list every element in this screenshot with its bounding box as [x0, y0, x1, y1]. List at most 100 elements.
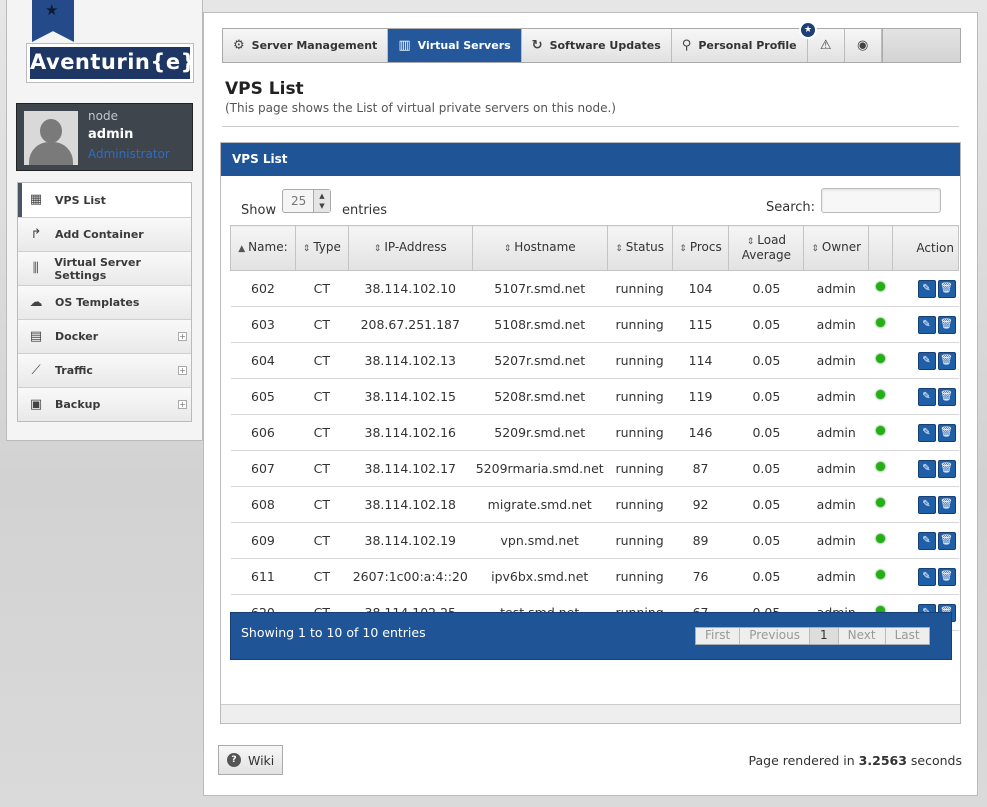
edit-button[interactable]: ✎ [917, 459, 936, 478]
archive-icon: ▣ [29, 396, 43, 412]
sidebar-item-add-container[interactable]: ↱ Add Container [18, 217, 191, 251]
status-running-icon [876, 462, 886, 471]
dashboard-icon: ▦ [29, 192, 43, 207]
render-prefix: Page rendered in [748, 753, 859, 768]
cell-procs: 92 [672, 486, 729, 523]
sidebar-item-backup[interactable]: ▣ Backup + [18, 387, 191, 421]
cell-procs: 76 [672, 558, 729, 595]
sidebar-item-os-templates[interactable]: ☁ OS Templates [18, 285, 191, 319]
delete-button[interactable]: 🗑 [937, 315, 956, 334]
cell-status: running [607, 342, 673, 379]
sidebar-item-docker[interactable]: ▤ Docker + [18, 319, 191, 353]
table-row: 606 CT 38.114.102.16 5209r.smd.net running 14… [230, 414, 959, 451]
cell-hostname: 5208r.smd.net [472, 378, 608, 415]
status-running-icon [876, 606, 886, 615]
cloud-download-icon: ☁ [29, 294, 43, 310]
alerts-button[interactable]: ⚠ [808, 29, 845, 62]
cell-status-indicator [868, 414, 893, 451]
cell-actions: ✎🗑 [892, 306, 959, 343]
cell-type: CT [295, 378, 349, 415]
pager-first-button[interactable]: First [696, 628, 740, 644]
edit-button[interactable]: ✎ [917, 387, 936, 406]
sidebar-item-label: VPS List [55, 193, 106, 207]
expand-icon[interactable]: + [178, 366, 187, 375]
edit-button[interactable]: ✎ [917, 531, 936, 550]
delete-button[interactable]: 🗑 [937, 531, 956, 550]
table-row: 602 CT 38.114.102.10 5107r.smd.net running 10… [230, 270, 959, 307]
status-running-icon [876, 318, 886, 327]
render-time-info: Page rendered in 3.2563 seconds [749, 753, 963, 768]
cell-type: CT [295, 342, 349, 379]
render-suffix: seconds [906, 753, 962, 768]
delete-button[interactable]: 🗑 [937, 387, 956, 406]
sidebar-item-vps-list[interactable]: ▦ VPS List [18, 183, 191, 217]
column-header-name[interactable]: ▲ Name: [230, 225, 296, 271]
support-button[interactable]: ◉ [845, 29, 882, 62]
delete-button[interactable]: 🗑 [937, 279, 956, 298]
column-header-load-average[interactable]: ⇕ Load Average [728, 225, 805, 271]
search-input[interactable] [821, 188, 941, 213]
cell-ip: 38.114.102.13 [348, 342, 473, 379]
sort-icon: ⇕ [503, 243, 512, 254]
expand-icon[interactable]: + [178, 400, 187, 409]
refresh-icon: ↻ [531, 38, 543, 53]
edit-button[interactable]: ✎ [917, 315, 936, 334]
delete-button[interactable]: 🗑 [937, 495, 956, 514]
status-running-icon [876, 390, 886, 399]
delete-button[interactable]: 🗑 [937, 567, 956, 586]
cell-hostname: ipv6bx.smd.net [472, 558, 608, 595]
cell-ip: 38.114.102.17 [348, 450, 473, 487]
tab-label: Server Management [251, 39, 378, 52]
cell-status: running [607, 558, 673, 595]
column-header-procs[interactable]: ⇕ Procs [671, 225, 730, 271]
tab-personal-profile[interactable]: ⚲ Personal Profile [672, 29, 808, 62]
user-role-link[interactable]: Administrator [88, 147, 170, 161]
logo[interactable]: ★ Aventurin{e} [26, 0, 196, 83]
column-header-label: Name: [248, 239, 288, 254]
cell-name: 611 [230, 558, 296, 595]
tab-server-management[interactable]: ⚙ Server Management [223, 29, 389, 62]
column-header-owner[interactable]: ⇕ Owner [803, 225, 870, 271]
column-header-type[interactable]: ⇕ Type [294, 225, 349, 271]
cell-status: running [607, 270, 673, 307]
column-header-hostname[interactable]: ⇕ Hostname [471, 225, 608, 271]
cell-status-indicator [868, 306, 893, 343]
cell-owner: admin [803, 522, 869, 559]
edit-button[interactable]: ✎ [917, 495, 936, 514]
vps-table: ▲ Name: ⇕ Type ⇕ IP-Address ⇕ Hostname ⇕ Status ⇕ P… [230, 225, 959, 631]
tab-virtual-servers[interactable]: ▥ Virtual Servers [388, 29, 522, 62]
cell-load: 0.05 [728, 270, 804, 307]
notification-star-icon[interactable]: ★ [799, 21, 817, 39]
delete-button[interactable]: 🗑 [937, 423, 956, 442]
delete-button[interactable]: 🗑 [937, 459, 956, 478]
expand-icon[interactable]: + [178, 332, 187, 341]
column-header-status[interactable]: ⇕ Status [606, 225, 673, 271]
tab-software-updates[interactable]: ↻ Software Updates [522, 29, 672, 62]
wiki-button[interactable]: ? Wiki [218, 745, 283, 775]
table-row: 607 CT 38.114.102.17 5209rmaria.smd.net runn… [230, 450, 959, 487]
cell-type: CT [295, 558, 349, 595]
page-number-button[interactable]: 1 [808, 628, 838, 644]
column-header-ip-address[interactable]: ⇕ IP-Address [347, 225, 473, 271]
tab-label: Software Updates [549, 39, 661, 52]
cell-ip: 38.114.102.10 [348, 270, 473, 307]
cell-owner: admin [803, 342, 869, 379]
user-panel: node admin Administrator [16, 103, 193, 171]
sidebar-item-virtual-server-settings[interactable]: ⫼ Virtual Server Settings [18, 251, 191, 285]
edit-button[interactable]: ✎ [917, 567, 936, 586]
pager-next-button[interactable]: Next [837, 628, 885, 644]
pager-last-button[interactable]: Last [884, 628, 929, 644]
sidebar-item-traffic[interactable]: ⟋ Traffic + [18, 353, 191, 387]
cell-procs: 89 [672, 522, 729, 559]
cell-actions: ✎🗑 [892, 486, 959, 523]
pager-previous-button[interactable]: Previous [739, 628, 809, 644]
star-icon: ★ [45, 1, 59, 19]
page-length-select[interactable]: 25 ▲ ▼ [282, 189, 331, 213]
edit-button[interactable]: ✎ [917, 423, 936, 442]
edit-button[interactable]: ✎ [917, 351, 936, 370]
render-time: 3.2563 [858, 753, 907, 768]
edit-button[interactable]: ✎ [917, 279, 936, 298]
cell-actions: ✎🗑 [892, 378, 959, 415]
cell-ip: 38.114.102.16 [348, 414, 473, 451]
delete-button[interactable]: 🗑 [937, 351, 956, 370]
